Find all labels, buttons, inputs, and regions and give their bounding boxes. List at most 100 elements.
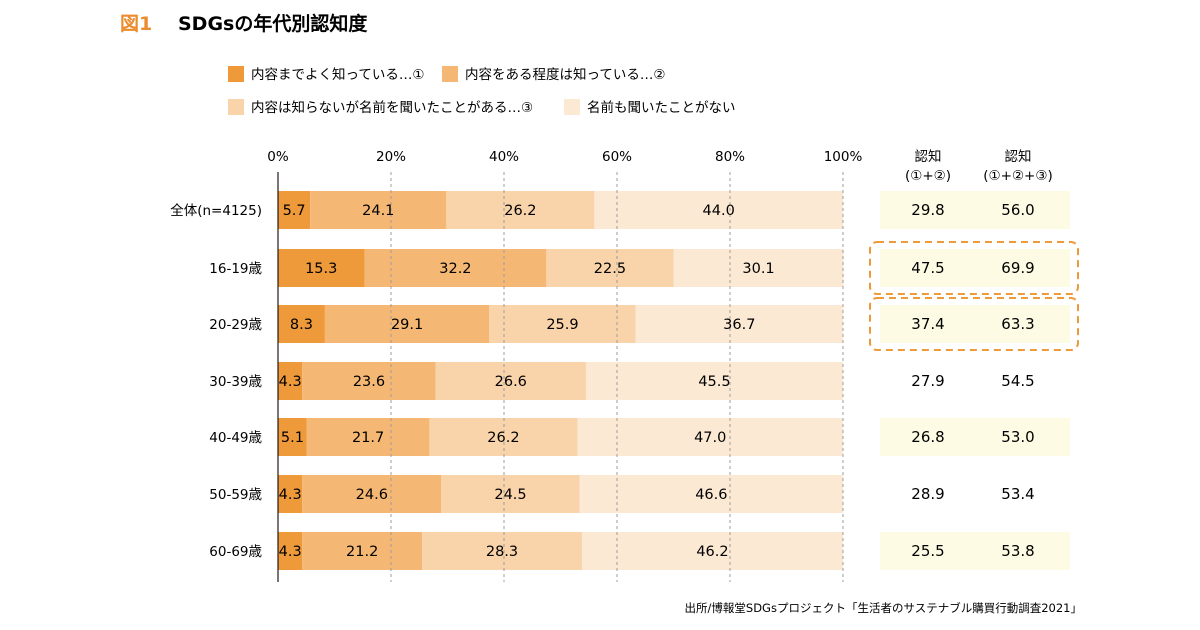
summary-value-awareness-1-2: 37.4 [911, 315, 944, 333]
bar-segment [302, 362, 436, 400]
summary-header-formula: (①+②) [905, 168, 951, 184]
summary-row-background [880, 191, 1070, 229]
x-tick-label: 100% [824, 149, 863, 165]
grid-lines [277, 172, 844, 582]
legend-swatch-2 [442, 66, 458, 82]
bar-segment [546, 249, 674, 287]
bar-value-label: 5.1 [281, 430, 304, 446]
bar-segment [579, 475, 843, 513]
bar-segment [441, 475, 580, 513]
bar-value-label: 26.6 [495, 374, 527, 390]
bar-segment [278, 305, 325, 343]
summary-header-title: 認知 [1005, 148, 1032, 165]
bar-value-label: 46.2 [696, 544, 728, 560]
bar-segment [324, 305, 490, 343]
bar-segment [278, 532, 303, 570]
summary-value-awareness-1-2-3: 63.3 [1001, 315, 1034, 333]
category-label: 全体(n=4125) [170, 202, 262, 219]
bar-value-label: 32.2 [439, 261, 471, 277]
bar-value-label: 44.0 [703, 203, 735, 219]
summary-row-background [880, 305, 1070, 343]
bar-value-label: 46.6 [695, 487, 727, 503]
bar-value-label: 4.3 [279, 544, 302, 560]
x-tick-label: 40% [489, 149, 519, 165]
figure-number: 図1 [120, 13, 152, 35]
bar-value-label: 23.6 [353, 374, 385, 390]
bar-series [278, 191, 844, 570]
bar-segment [310, 191, 447, 229]
bar-segment [278, 418, 307, 456]
summary-backgrounds [869, 191, 1079, 570]
bar-segment [635, 305, 843, 343]
bar-value-label: 22.5 [594, 261, 626, 277]
category-label: 50-59歳 [209, 487, 262, 503]
bar-segment [435, 362, 586, 400]
summary-value-awareness-1-2: 27.9 [911, 372, 944, 390]
bar-segment [581, 532, 843, 570]
legend: 内容までよく知っている…① 内容をある程度は知っている…② 内容は知らないが名前を聞… [228, 66, 736, 116]
bar-value-label: 15.3 [305, 261, 337, 277]
summary-row-background [880, 532, 1070, 570]
legend-label-2: 内容をある程度は知っている…② [465, 66, 665, 83]
bar-segment [422, 532, 582, 570]
summary-header-title: 認知 [915, 148, 942, 165]
x-tick-label: 80% [715, 149, 745, 165]
category-label: 30-39歳 [209, 374, 262, 390]
summary-value-awareness-1-2-3: 53.0 [1001, 428, 1034, 446]
summary-row-background [880, 418, 1070, 456]
legend-label-1: 内容までよく知っている…① [251, 66, 424, 83]
bar-segment [489, 305, 636, 343]
legend-swatch-1 [228, 66, 244, 82]
category-labels: 全体(n=4125) 16-19歳 20-29歳 30-39歳 40-49歳 50-59歳… [170, 202, 262, 560]
legend-label-3: 内容は知らないが名前を聞いたことがある…③ [251, 99, 533, 116]
legend-swatch-4 [564, 99, 580, 115]
summary-value-awareness-1-2: 28.9 [911, 485, 944, 503]
bar-segment [302, 532, 423, 570]
bar-segment [446, 191, 595, 229]
bar-value-label: 5.7 [283, 203, 306, 219]
x-tick-label: 20% [376, 149, 406, 165]
summary-value-awareness-1-2: 25.5 [911, 542, 944, 560]
bar-value-label: 21.7 [352, 430, 384, 446]
summary-value-awareness-1-2-3: 53.8 [1001, 542, 1034, 560]
bar-value-label: 24.6 [356, 487, 388, 503]
legend-swatch-3 [228, 99, 244, 115]
summary-value-awareness-1-2-3: 69.9 [1001, 259, 1034, 277]
summary-values: 29.8 56.0 47.5 69.9 37.4 63.3 27.9 54.5 26.8 53.0… [911, 201, 1034, 560]
summary-value-awareness-1-2-3: 56.0 [1001, 201, 1034, 219]
bar-value-label: 30.1 [742, 261, 774, 277]
bar-value-label: 36.7 [723, 317, 755, 333]
category-label: 60-69歳 [209, 544, 262, 560]
bar-segment [673, 249, 844, 287]
bar-segment [278, 249, 365, 287]
summary-value-awareness-1-2: 47.5 [911, 259, 944, 277]
bar-segment [302, 475, 442, 513]
bar-value-label: 4.3 [279, 374, 302, 390]
bar-value-label: 26.2 [504, 203, 536, 219]
bar-value-label: 47.0 [694, 430, 726, 446]
bar-value-label: 8.3 [290, 317, 313, 333]
bar-segment [364, 249, 547, 287]
summary-row-background [880, 249, 1070, 287]
summary-headers: 認知 (①+②) 認知 (①+②+③) [905, 148, 1053, 184]
summary-value-awareness-1-2: 29.8 [911, 201, 944, 219]
chart-title: SDGsの年代別認知度 [178, 12, 368, 35]
value-labels: 5.7 24.1 26.2 44.0 15.3 32.2 22.5 30.1 8.3 29.1 25… [279, 203, 775, 560]
bar-value-label: 29.1 [391, 317, 423, 333]
bar-value-label: 26.2 [487, 430, 519, 446]
bar-value-label: 21.2 [346, 544, 378, 560]
bar-segment [306, 418, 430, 456]
bar-value-label: 28.3 [486, 544, 518, 560]
x-axis: 0% 20% 40% 60% 80% 100% [267, 149, 862, 165]
bar-value-label: 25.9 [546, 317, 578, 333]
bar-segment [577, 418, 843, 456]
summary-value-awareness-1-2-3: 53.4 [1001, 485, 1034, 503]
bar-value-label: 4.3 [279, 487, 302, 503]
category-label: 16-19歳 [209, 261, 262, 277]
source-note: 出所/博報堂SDGsプロジェクト「生活者のサステナブル購買行動調査2021」 [685, 601, 1082, 615]
bar-segment [278, 475, 303, 513]
bar-segment [278, 191, 311, 229]
summary-highlight-box [869, 297, 1079, 351]
bar-segment [594, 191, 843, 229]
